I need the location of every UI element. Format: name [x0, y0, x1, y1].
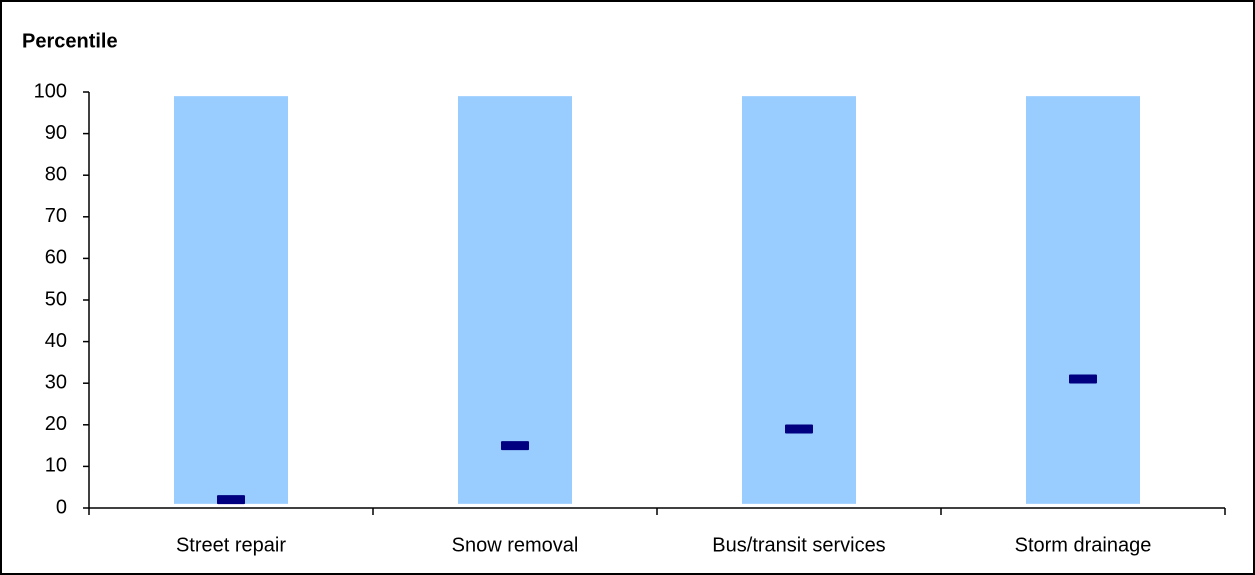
range-bar	[742, 96, 856, 504]
percentile-marker	[217, 495, 245, 505]
y-tick-label: 30	[45, 371, 67, 393]
y-tick-label: 80	[45, 163, 67, 185]
percentile-marker	[1069, 374, 1097, 384]
x-tick-label: Snow removal	[452, 534, 579, 556]
percentile-marker	[785, 424, 813, 434]
y-axis-title: Percentile	[22, 30, 118, 52]
y-tick-label: 100	[34, 80, 67, 102]
range-bar	[1026, 96, 1140, 504]
y-tick-label: 10	[45, 455, 67, 477]
y-tick-label: 60	[45, 247, 67, 269]
y-tick-label: 20	[45, 413, 67, 435]
x-tick-label: Storm drainage	[1015, 534, 1152, 556]
y-tick-label: 0	[56, 496, 67, 518]
range-bar	[174, 96, 288, 504]
y-tick-label: 90	[45, 122, 67, 144]
y-tick-label: 40	[45, 330, 67, 352]
y-tick-label: 70	[45, 205, 67, 227]
y-tick-label: 50	[45, 288, 67, 310]
x-tick-label: Bus/transit services	[712, 534, 885, 556]
percentile-marker	[501, 441, 529, 451]
x-tick-label: Street repair	[176, 534, 286, 556]
range-bar	[458, 96, 572, 504]
